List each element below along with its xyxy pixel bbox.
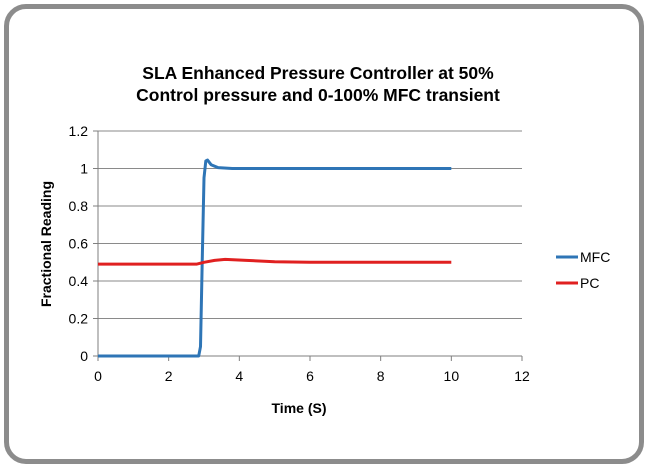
x-axis-title: Time (S) [272,400,327,416]
x-tick-label: 4 [235,368,243,384]
x-tick-label: 0 [94,368,102,384]
series-line-pc [98,257,452,266]
y-tick-label: 0.4 [69,273,89,289]
gridlines [98,130,522,319]
x-tick-label: 6 [306,368,314,384]
x-tick-label: 12 [514,368,530,384]
y-tick-label: 0.8 [69,198,89,214]
y-tick-label: 0.2 [69,311,89,327]
x-tick-label: 10 [444,368,460,384]
x-tick-label: 2 [165,368,173,384]
y-tick-label: 1 [80,161,88,177]
series-line-mfc [98,158,452,358]
chart-title-line-1: SLA Enhanced Pressure Controller at 50% [142,63,494,83]
chart-frame [4,4,644,464]
chart-title-line-2: Control pressure and 0-100% MFC transien… [136,85,500,105]
legend-label-mfc: MFC [580,249,610,265]
series-lines [98,158,452,358]
y-tick-label: 0.6 [69,236,89,252]
x-tick-labels: 0 2 4 6 8 10 12 [94,368,530,384]
y-tick-label: 1.2 [69,123,89,139]
legend: MFC PC [556,249,610,291]
y-tick-label: 0 [80,348,88,364]
legend-label-pc: PC [580,275,599,291]
y-axis-title: Fractional Reading [38,181,54,307]
chart-title: SLA Enhanced Pressure Controller at 50% … [136,63,500,105]
y-tick-labels: 0 0.2 0.4 0.6 0.8 1 1.2 [69,123,89,364]
x-tick-label: 8 [377,368,385,384]
axes [93,130,523,361]
